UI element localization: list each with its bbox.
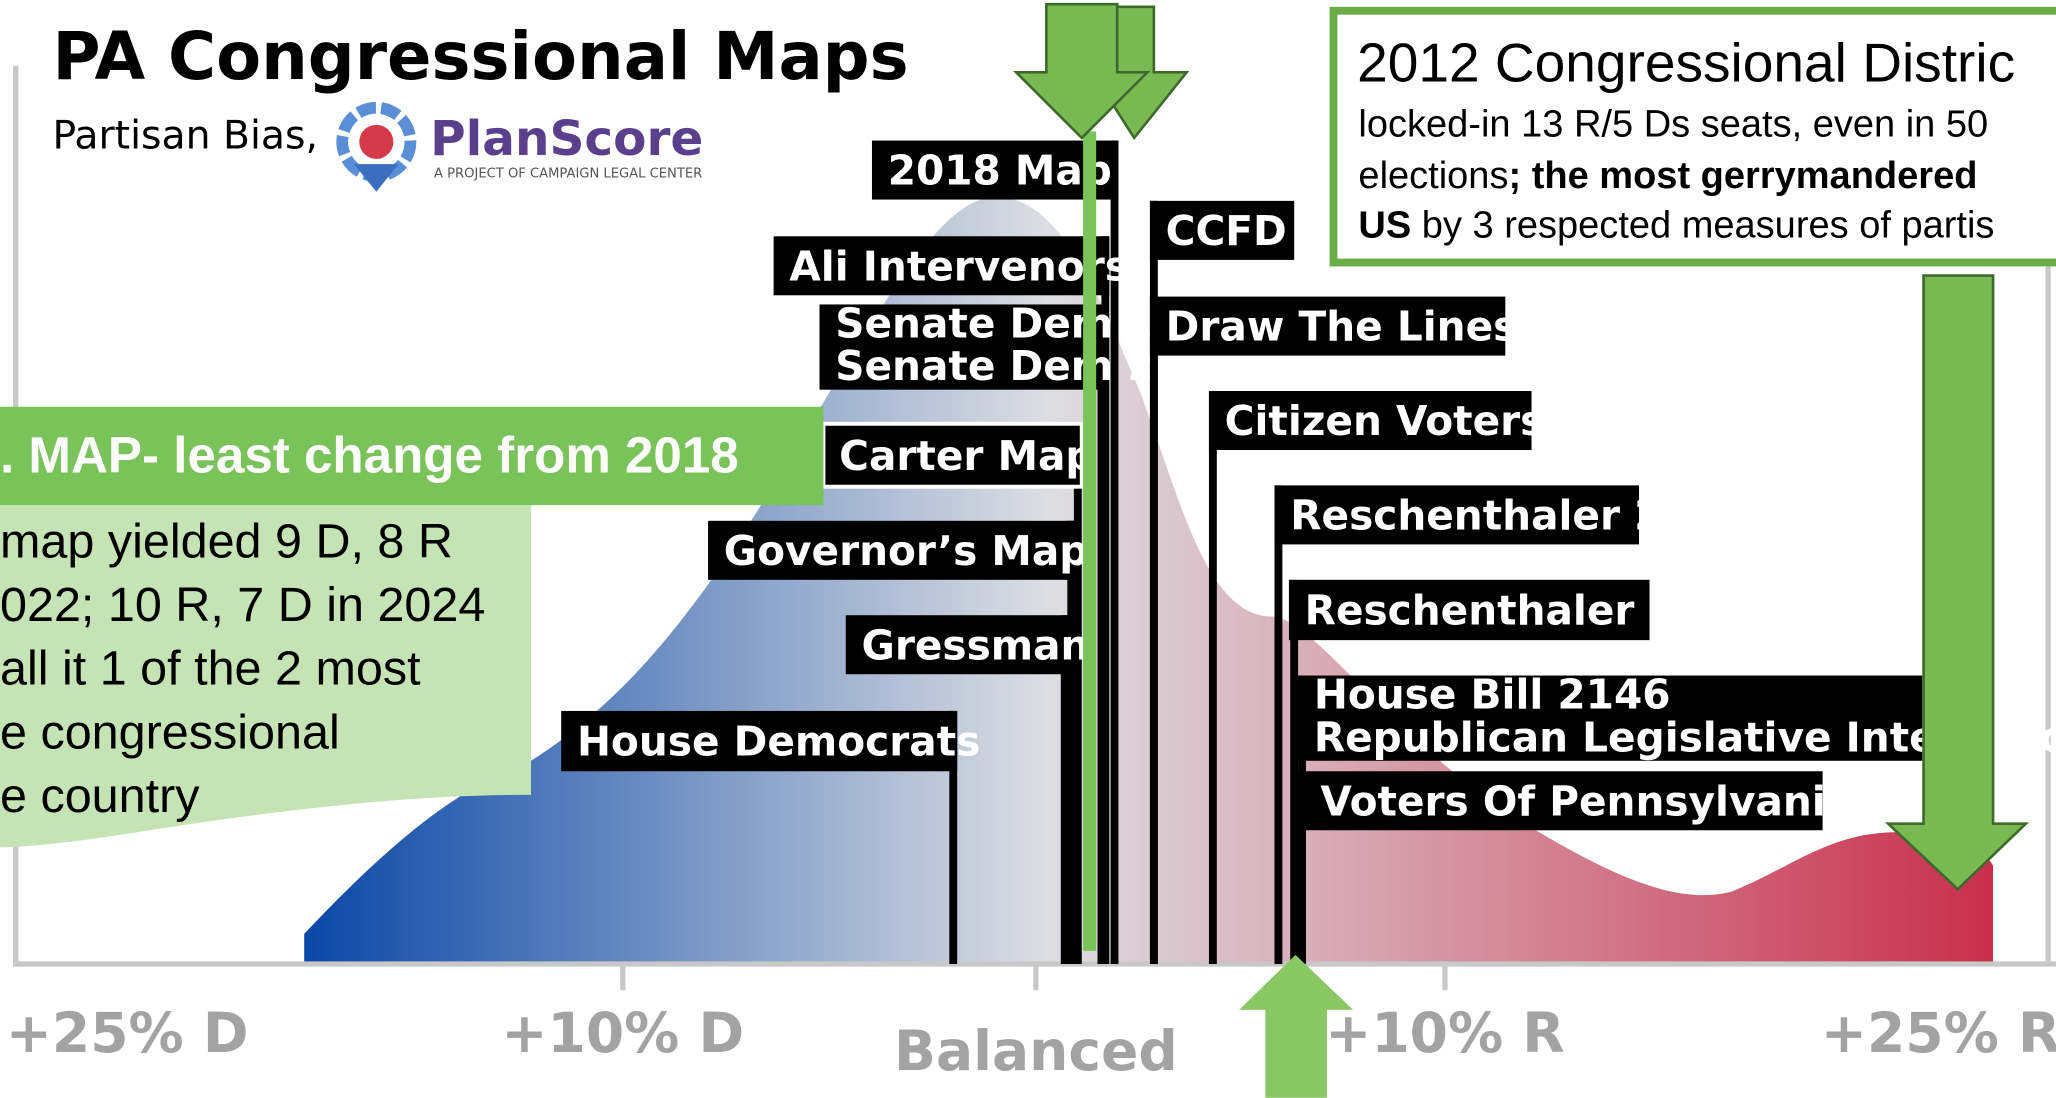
label-box (1208, 390, 1532, 451)
callout-line: map yielded 9 D, 8 R (0, 515, 453, 569)
distribution (304, 196, 1994, 965)
map-labels: 2018 Map CCFD Ali Intervenors Senate Dem 1S… (561, 140, 2056, 965)
map-label: Senate Dem 1 (835, 300, 1155, 348)
arrows (1013, 2, 2030, 1098)
map-label: 2018 Map (888, 147, 1112, 195)
subtitle: Partisan Bias, (52, 112, 318, 158)
callout-lines: map yielded 9 D, 8 R 022; 10 R, 7 D in 20… (0, 515, 485, 823)
map-label: Carter Map (839, 432, 1094, 480)
callout-line: all it 1 of the 2 most (0, 642, 421, 696)
map-label: Ali Intervenors (789, 242, 1129, 290)
text: by 3 respected measures of partis (1411, 205, 1994, 247)
callout-line: 022; 10 R, 7 D in 2024 (0, 578, 485, 632)
map-label: Gressman (861, 621, 1089, 669)
green-line (1083, 131, 1097, 951)
callout-line: locked-in 13 R/5 Ds seats, even in 50 (1358, 104, 1988, 146)
label-box (1274, 485, 1640, 545)
title: PA Congressional Maps (52, 19, 908, 95)
logo-tagline: A PROJECT OF CAMPAIGN LEGAL CENTER (434, 166, 702, 181)
label-box (819, 304, 1108, 390)
callout-title: . MAP- least change from 2018 (0, 426, 739, 483)
logo-name: PlanScore (430, 111, 703, 167)
axis-labels: +25% D +10% D Balanced +10% R +25% R (6, 1001, 2056, 1083)
map-label: Citizen Voters (1225, 397, 1545, 445)
map-label: Reschenthaler 2 (1290, 492, 1662, 540)
logo-icon (336, 101, 417, 192)
label-box (1288, 579, 1650, 641)
axis-label: +25% D (6, 1001, 249, 1065)
label-box (1149, 296, 1506, 356)
map-label: House Democrats (577, 718, 980, 766)
label-box (773, 236, 1110, 296)
text: elections (1358, 155, 1508, 197)
label-box (708, 520, 1076, 580)
callout-box (0, 505, 532, 848)
label-box (1149, 200, 1295, 260)
callout-line: e congressional (0, 705, 340, 759)
text: US (1358, 205, 1411, 247)
axis-label: Balanced (894, 1019, 1178, 1083)
axis-label: +10% D (501, 1001, 744, 1065)
map-label: Draw The Lines (1166, 303, 1518, 351)
callout-title: 2012 Congressional Distric (1357, 32, 2015, 94)
text: ; the most gerrymandered (1508, 155, 1977, 197)
label-box (845, 615, 1069, 675)
label-box (821, 421, 1084, 489)
map-label: CCFD (1166, 207, 1287, 255)
map-label: House Bill 2146 (1314, 671, 1671, 719)
axis-label: +10% R (1325, 1001, 1565, 1065)
callout-line: elections; the most gerrymandered (1358, 155, 1977, 197)
axis-label: +25% R (1821, 1001, 2056, 1065)
callout-banner (0, 406, 824, 506)
map-label: Voters Of Pennsylvania (1320, 777, 1853, 825)
label-box (871, 140, 1119, 200)
callout-line: e country (0, 769, 200, 823)
map-label: Senate Dem 2 (835, 342, 1155, 390)
callout-line: US by 3 respected measures of partis (1358, 205, 1994, 247)
label-box (561, 710, 958, 772)
map-label: Reschenthaler 1 (1305, 587, 1677, 635)
label-box (1298, 675, 1923, 761)
map-label: Governor’s Map (724, 527, 1089, 575)
label-box (1304, 771, 1823, 831)
callout-2012 (1329, 6, 2056, 267)
